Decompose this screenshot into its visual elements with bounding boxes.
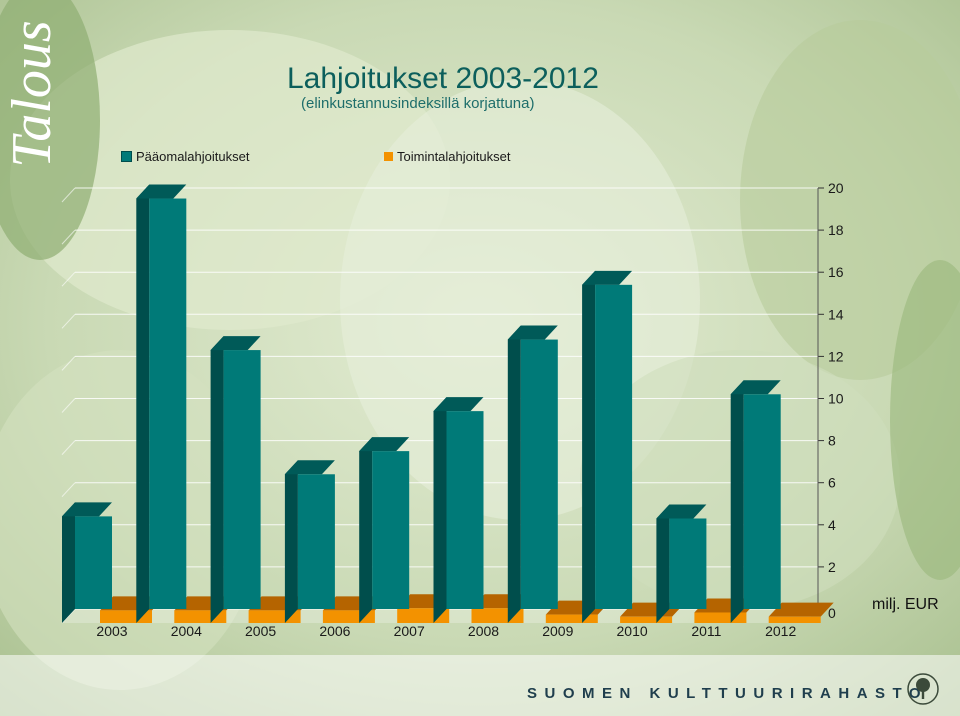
main-bar-front [149,198,187,609]
x-axis-categories: 2003 2004 2005 2006 2007 2008 2009 2010 2011 2012 [96,623,796,639]
x-category-label: 2008 [468,623,499,639]
main-bar [136,184,187,623]
x-category-label: 2009 [542,623,573,639]
y-tick-label: 0 [828,605,836,621]
bars [62,184,834,623]
main-bar-top [433,397,484,412]
main-bar-side [284,460,298,623]
main-bar-side [507,325,521,623]
chart-title: Lahjoitukset 2003-2012 [287,62,599,95]
main-bar-top [284,460,335,475]
legend-swatch-main [121,151,132,162]
operating-bar-front [620,616,673,623]
main-bar-side [582,270,596,623]
gridline-depth [61,187,76,203]
main-bar-side [656,504,670,623]
x-category-label: 2004 [171,623,202,639]
operating-bar-front [545,614,598,623]
main-bar-front [297,474,335,609]
tree-logo-icon [907,673,939,705]
legend-label-main: Pääomalahjoitukset [136,149,250,164]
operating-bar-front [768,616,821,623]
main-bar [507,325,558,623]
main-bar [359,437,410,623]
main-bar-front [743,394,781,609]
main-bar-top [359,437,410,452]
legend-item-main: Pääomalahjoitukset [121,149,249,164]
x-category-label: 2007 [394,623,425,639]
x-category-label: 2011 [691,623,721,639]
main-bar-top [507,325,558,340]
x-category-label: 2010 [617,623,648,639]
main-bar [284,460,335,623]
footer-band [0,655,960,716]
main-bar-top [136,184,187,199]
main-bar-top [730,380,781,395]
main-bar [210,336,261,623]
main-bar-top [62,502,112,517]
main-bar-front [520,339,558,609]
gridline-depth [61,440,76,455]
gridline-depth [61,356,76,371]
main-bar-front [446,411,484,609]
legend-item-operating: Toimintalahjoitukset [384,149,510,164]
x-category-label: 2012 [765,623,796,639]
main-bar [62,502,112,623]
y-tick-label: 14 [828,306,844,322]
main-bar-front [75,516,112,609]
main-bar-side [62,502,75,623]
main-bar [656,504,707,623]
operating-bar [768,602,834,623]
main-bar-side [359,437,373,623]
y-tick-label: 4 [828,517,836,533]
main-bar-side [433,397,447,623]
main-bar-side [136,184,150,623]
main-bar-front [372,451,410,609]
gridline-depth [61,313,76,329]
x-category-label: 2006 [319,623,350,639]
footer-organization: SUOMEN KULTTUURIRAHASTO [527,685,929,702]
unit-label: milj. EUR [872,596,939,613]
gridline-depth [61,398,76,413]
operating-bar-front [694,612,747,623]
y-axis-ticks: 0 2 4 6 8 10 12 14 16 18 20 [828,180,844,621]
y-tick-label: 12 [828,348,844,364]
main-bar [433,397,484,623]
x-category-label: 2005 [245,623,276,639]
operating-bar-top [768,602,834,617]
main-bar-front [223,350,261,609]
y-tick-label: 20 [828,180,844,196]
x-category-label: 2003 [96,623,127,639]
y-tick-label: 8 [828,433,836,449]
main-bar-top [656,504,707,519]
main-bar-side [730,380,744,623]
y-tick-label: 18 [828,222,844,238]
main-bar-front [595,284,633,609]
main-bar-side [210,336,224,623]
main-bar-top [582,270,633,285]
y-tick-label: 2 [828,559,836,575]
main-bar [730,380,781,623]
main-bar [582,270,633,623]
chart-subtitle: (elinkustannusindeksillä korjattuna) [301,95,535,112]
y-tick-label: 6 [828,475,836,491]
main-bar-front [669,518,707,609]
gridline-depth [61,271,76,287]
gridline-depth [61,482,76,498]
legend-label-operating: Toimintalahjoitukset [397,149,511,164]
y-tick-label: 10 [828,391,844,407]
legend-swatch-operating [384,152,393,161]
main-bar-top [210,336,261,351]
gridline-depth [61,229,76,245]
y-tick-label: 16 [828,264,844,280]
